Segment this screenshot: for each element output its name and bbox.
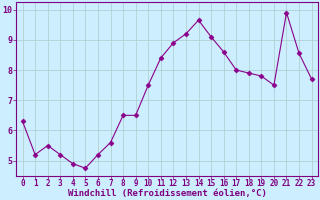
X-axis label: Windchill (Refroidissement éolien,°C): Windchill (Refroidissement éolien,°C) [68, 189, 267, 198]
